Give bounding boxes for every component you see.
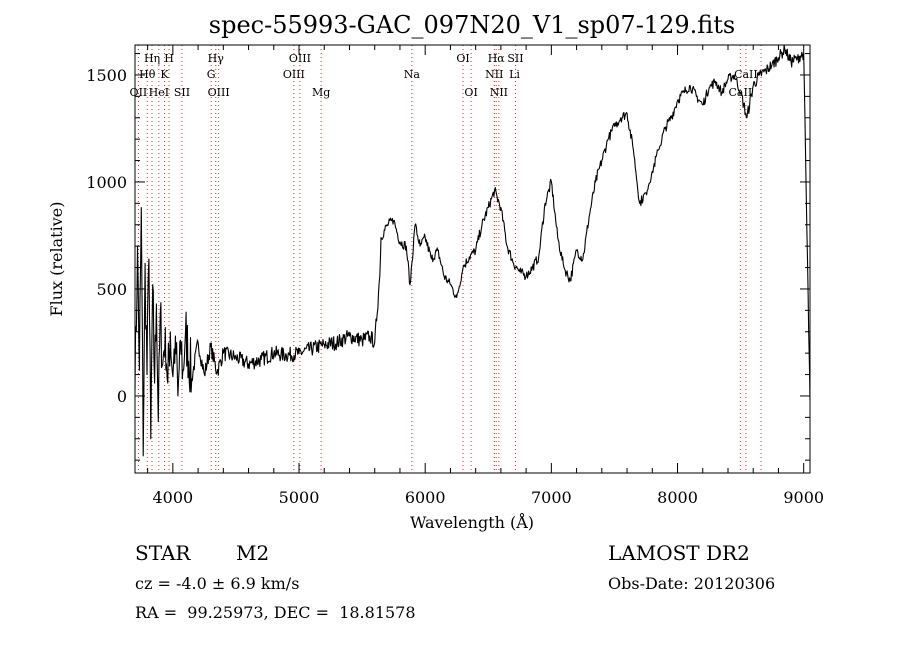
emission-line-label: Li <box>509 68 520 81</box>
emission-line-label: NII <box>485 68 503 81</box>
coordinates: RA = 99.25973, DEC = 18.81578 <box>135 603 416 622</box>
emission-line-label: OIII <box>208 86 230 99</box>
emission-line-label: Hθ <box>139 68 156 81</box>
emission-line-labels: Hη H Hθ K OII HeI SII Hγ G OIII OIII OIII Mg Na OI OI Hα… <box>130 52 758 99</box>
y-axis: 0 500 1000 1500 <box>86 53 810 461</box>
spectrum-line <box>134 44 811 457</box>
y-axis-label: Flux (relative) <box>47 202 66 317</box>
chart-title: spec-55993-GAC_097N20_V1_sp07-129.fits <box>209 11 735 39</box>
emission-line-label: OIII <box>289 52 311 65</box>
emission-line-label: SII <box>507 52 523 65</box>
observation-date: Obs-Date: 20120306 <box>608 574 776 593</box>
emission-line-label: G <box>207 68 216 81</box>
x-tick-label: 6000 <box>405 488 446 507</box>
emission-line-label: OIII <box>283 68 305 81</box>
x-tick-label: 9000 <box>783 488 824 507</box>
y-tick-label: 1500 <box>86 66 127 85</box>
survey-name: LAMOST DR2 <box>608 541 750 565</box>
emission-line-label: Mg <box>312 86 330 99</box>
y-tick-label: 0 <box>117 387 127 406</box>
x-axis: 4000 5000 6000 7000 8000 9000 <box>147 45 824 507</box>
emission-line-label: Na <box>404 68 421 81</box>
object-class: STAR <box>135 541 191 565</box>
emission-line-label: CaII <box>734 68 758 81</box>
object-subclass: M2 <box>236 541 270 565</box>
emission-line-label: Hη <box>144 52 160 65</box>
x-tick-label: 8000 <box>657 488 698 507</box>
emission-line-label: OI <box>464 86 477 99</box>
x-tick-label: 7000 <box>531 488 572 507</box>
emission-line-label: H <box>164 52 174 65</box>
redshift-info: cz = -4.0 ± 6.9 km/s <box>135 574 300 593</box>
y-tick-label: 500 <box>96 280 127 299</box>
x-axis-label: Wavelength (Å) <box>410 512 534 532</box>
emission-line-label: HeI <box>149 86 169 99</box>
emission-line-label: Hα <box>488 52 506 65</box>
emission-line-label: Hγ <box>208 52 225 65</box>
emission-line-label: SII <box>174 86 190 99</box>
x-tick-label: 5000 <box>279 488 320 507</box>
y-tick-label: 1000 <box>86 173 127 192</box>
emission-line-label: OI <box>456 52 469 65</box>
emission-line-label: NII <box>490 86 508 99</box>
emission-line-markers <box>137 45 762 473</box>
x-tick-label: 4000 <box>152 488 193 507</box>
plot-frame <box>134 44 811 474</box>
emission-line-label: K <box>160 68 169 81</box>
emission-line-label: OII <box>130 86 148 99</box>
